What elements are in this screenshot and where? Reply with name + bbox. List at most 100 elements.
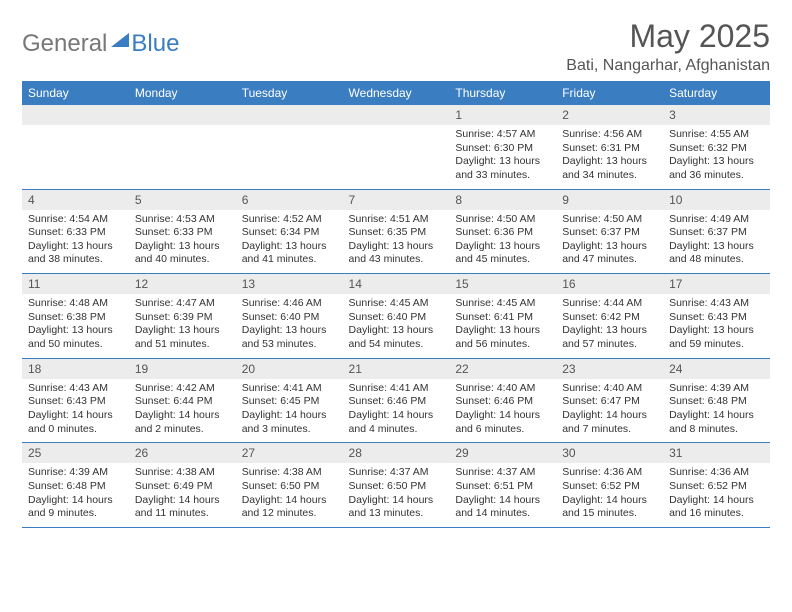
calendar-day-cell: 3Sunrise: 4:55 AMSunset: 6:32 PMDaylight… <box>663 105 770 189</box>
calendar-day-cell: 13 Sunrise: 4:46 AMSunset: 6:40 PMDayligh… <box>236 274 343 359</box>
calendar-day-cell <box>236 105 343 189</box>
calendar-day-cell: 28Sunrise: 4:37 AMSunset: 6:50 PMDayligh… <box>343 443 450 528</box>
daylight-text: Daylight: 14 hours and 6 minutes. <box>455 409 550 436</box>
day-number: 2 <box>556 105 663 125</box>
sunrise-text: Sunrise: 4:51 AM <box>349 213 444 227</box>
sunrise-text: Sunrise: 4:54 AM <box>28 213 123 227</box>
daylight-text: Daylight: 14 hours and 2 minutes. <box>135 409 230 436</box>
daylight-text: Daylight: 14 hours and 14 minutes. <box>455 494 550 521</box>
sunset-text: Sunset: 6:34 PM <box>242 226 337 240</box>
logo: General Blue <box>22 30 179 58</box>
sunset-text: Sunset: 6:50 PM <box>349 480 444 494</box>
weekday-header: Thursday <box>449 81 556 105</box>
day-number: 26 <box>129 443 236 463</box>
day-number: 6 <box>236 190 343 210</box>
day-content: Sunrise: 4:43 AMSunset: 6:43 PMDaylight:… <box>22 379 129 443</box>
day-number: 31 <box>663 443 770 463</box>
daylight-text: Daylight: 14 hours and 8 minutes. <box>669 409 764 436</box>
day-number: 8 <box>449 190 556 210</box>
title-block: May 2025 Bati, Nangarhar, Afghanistan <box>566 18 770 75</box>
sunset-text: Sunset: 6:51 PM <box>455 480 550 494</box>
month-title: May 2025 <box>566 18 770 55</box>
sunrise-text: Sunrise: 4:38 AM <box>242 466 337 480</box>
daylight-text: Daylight: 13 hours and 40 minutes. <box>135 240 230 267</box>
sunrise-text: Sunrise: 4:52 AM <box>242 213 337 227</box>
sunset-text: Sunset: 6:37 PM <box>562 226 657 240</box>
calendar-day-cell: 4Sunrise: 4:54 AMSunset: 6:33 PMDaylight… <box>22 189 129 274</box>
daylight-text: Daylight: 14 hours and 7 minutes. <box>562 409 657 436</box>
sunset-text: Sunset: 6:33 PM <box>135 226 230 240</box>
day-number: 18 <box>22 359 129 379</box>
sunrise-text: Sunrise: 4:46 AM <box>242 297 337 311</box>
day-content: Sunrise: 4:50 AMSunset: 6:37 PMDaylight:… <box>556 210 663 274</box>
weekday-header-row: Sunday Monday Tuesday Wednesday Thursday… <box>22 81 770 105</box>
calendar-day-cell: 16Sunrise: 4:44 AMSunset: 6:42 PMDayligh… <box>556 274 663 359</box>
day-number: 16 <box>556 274 663 294</box>
weekday-header: Friday <box>556 81 663 105</box>
day-number: 20 <box>236 359 343 379</box>
day-content: Sunrise: 4:38 AMSunset: 6:50 PMDaylight:… <box>236 463 343 527</box>
daylight-text: Daylight: 14 hours and 12 minutes. <box>242 494 337 521</box>
calendar-week-row: 18Sunrise: 4:43 AMSunset: 6:43 PMDayligh… <box>22 358 770 443</box>
sunset-text: Sunset: 6:48 PM <box>669 395 764 409</box>
day-content: Sunrise: 4:39 AMSunset: 6:48 PMDaylight:… <box>22 463 129 527</box>
sunset-text: Sunset: 6:43 PM <box>669 311 764 325</box>
sunrise-text: Sunrise: 4:47 AM <box>135 297 230 311</box>
weekday-header: Sunday <box>22 81 129 105</box>
day-content: Sunrise: 4:41 AMSunset: 6:45 PMDaylight:… <box>236 379 343 443</box>
day-number: 29 <box>449 443 556 463</box>
day-number: 5 <box>129 190 236 210</box>
sunrise-text: Sunrise: 4:48 AM <box>28 297 123 311</box>
sunset-text: Sunset: 6:45 PM <box>242 395 337 409</box>
day-number: 13 <box>236 274 343 294</box>
sunset-text: Sunset: 6:50 PM <box>242 480 337 494</box>
sunset-text: Sunset: 6:37 PM <box>669 226 764 240</box>
day-number: 25 <box>22 443 129 463</box>
calendar-day-cell: 7Sunrise: 4:51 AMSunset: 6:35 PMDaylight… <box>343 189 450 274</box>
day-number: 24 <box>663 359 770 379</box>
daylight-text: Daylight: 13 hours and 48 minutes. <box>669 240 764 267</box>
sunset-text: Sunset: 6:32 PM <box>669 142 764 156</box>
sunrise-text: Sunrise: 4:39 AM <box>28 466 123 480</box>
daylight-text: Daylight: 13 hours and 53 minutes. <box>242 324 337 351</box>
calendar-day-cell: 2Sunrise: 4:56 AMSunset: 6:31 PMDaylight… <box>556 105 663 189</box>
day-content: Sunrise: 4:53 AMSunset: 6:33 PMDaylight:… <box>129 210 236 274</box>
sunrise-text: Sunrise: 4:49 AM <box>669 213 764 227</box>
day-number: 12 <box>129 274 236 294</box>
sunset-text: Sunset: 6:46 PM <box>349 395 444 409</box>
sunrise-text: Sunrise: 4:43 AM <box>669 297 764 311</box>
day-content: Sunrise: 4:55 AMSunset: 6:32 PMDaylight:… <box>663 125 770 189</box>
day-content: Sunrise: 4:38 AMSunset: 6:49 PMDaylight:… <box>129 463 236 527</box>
daylight-text: Daylight: 13 hours and 57 minutes. <box>562 324 657 351</box>
calendar-day-cell: 18Sunrise: 4:43 AMSunset: 6:43 PMDayligh… <box>22 358 129 443</box>
sunset-text: Sunset: 6:40 PM <box>242 311 337 325</box>
weekday-header: Saturday <box>663 81 770 105</box>
sunrise-text: Sunrise: 4:40 AM <box>562 382 657 396</box>
day-content: Sunrise: 4:44 AMSunset: 6:42 PMDaylight:… <box>556 294 663 358</box>
calendar-table: Sunday Monday Tuesday Wednesday Thursday… <box>22 81 770 528</box>
calendar-week-row: 25Sunrise: 4:39 AMSunset: 6:48 PMDayligh… <box>22 443 770 528</box>
day-content <box>22 125 129 177</box>
day-number: 11 <box>22 274 129 294</box>
day-content: Sunrise: 4:41 AMSunset: 6:46 PMDaylight:… <box>343 379 450 443</box>
day-content: Sunrise: 4:47 AMSunset: 6:39 PMDaylight:… <box>129 294 236 358</box>
sunset-text: Sunset: 6:52 PM <box>562 480 657 494</box>
calendar-day-cell <box>22 105 129 189</box>
day-number: 7 <box>343 190 450 210</box>
logo-word1: General <box>22 30 107 58</box>
logo-word2: Blue <box>131 30 179 58</box>
day-number <box>343 105 450 125</box>
calendar-day-cell: 6 Sunrise: 4:52 AMSunset: 6:34 PMDaylight… <box>236 189 343 274</box>
sunrise-text: Sunrise: 4:50 AM <box>562 213 657 227</box>
sunset-text: Sunset: 6:31 PM <box>562 142 657 156</box>
daylight-text: Daylight: 13 hours and 41 minutes. <box>242 240 337 267</box>
day-content: Sunrise: 4:40 AMSunset: 6:47 PMDaylight:… <box>556 379 663 443</box>
calendar-day-cell: 9Sunrise: 4:50 AMSunset: 6:37 PMDaylight… <box>556 189 663 274</box>
calendar-day-cell: 8Sunrise: 4:50 AMSunset: 6:36 PMDaylight… <box>449 189 556 274</box>
day-content: Sunrise: 4:37 AMSunset: 6:50 PMDaylight:… <box>343 463 450 527</box>
sunrise-text: Sunrise: 4:42 AM <box>135 382 230 396</box>
day-number <box>236 105 343 125</box>
calendar-day-cell: 20Sunrise: 4:41 AMSunset: 6:45 PMDayligh… <box>236 358 343 443</box>
sunrise-text: Sunrise: 4:41 AM <box>242 382 337 396</box>
daylight-text: Daylight: 14 hours and 0 minutes. <box>28 409 123 436</box>
